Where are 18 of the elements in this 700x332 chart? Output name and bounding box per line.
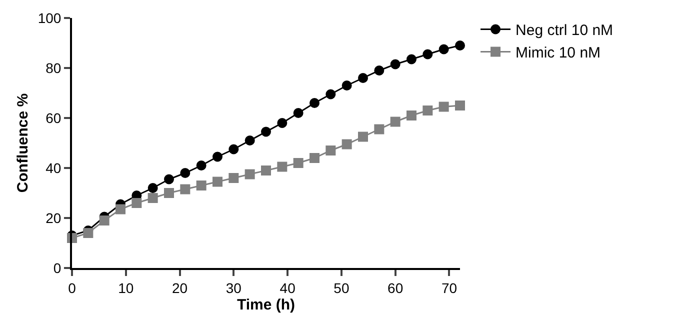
x-tick-label: 20 (172, 280, 188, 296)
legend-label: Neg ctrl 10 nM (516, 22, 614, 40)
x-tick-label: 70 (441, 280, 458, 296)
x-tick-label: 0 (68, 280, 76, 296)
y-tick-label: 0 (53, 260, 62, 276)
y-tick-label: 100 (38, 10, 62, 26)
x-tick-label: 10 (118, 280, 134, 296)
y-tick-label: 40 (46, 160, 62, 176)
x-tick-label: 60 (388, 280, 404, 296)
x-axis-title: Time (h) (236, 296, 296, 314)
y-tick-label: 20 (46, 210, 62, 226)
legend-label: Mimic 10 nM (516, 44, 601, 62)
x-tick-label: 50 (334, 280, 350, 296)
y-tick-label: 80 (46, 60, 62, 76)
y-axis-title: Confluence % (14, 93, 32, 193)
x-tick-label: 30 (226, 280, 242, 296)
x-tick-label: 40 (280, 280, 296, 296)
y-tick-label: 60 (46, 110, 62, 126)
